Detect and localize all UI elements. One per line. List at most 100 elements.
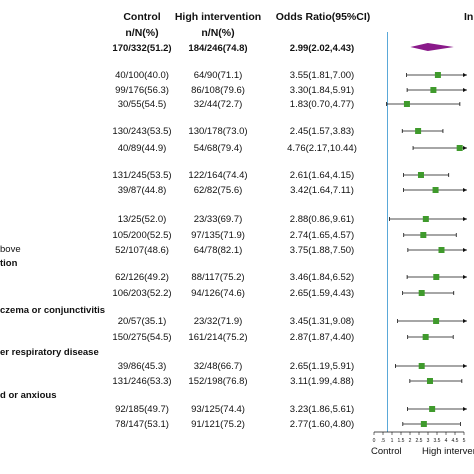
- cell-odds-ratio: 2.74(1.65,4.57): [289, 230, 355, 241]
- cell-odds-ratio: 2.61(1.64,4.15): [289, 170, 355, 181]
- odds-ratio-header: Odds Ratio(95%CI): [275, 11, 371, 23]
- point-estimate: [403, 101, 410, 107]
- axis-label-high-intervention: High intervent: [422, 446, 474, 457]
- x-axis-tick-label: 3: [427, 438, 430, 444]
- point-estimate: [420, 232, 427, 238]
- subgroup-label-respiratory: er respiratory disease: [0, 347, 99, 358]
- cell-control: 131/246(53.3): [112, 376, 172, 387]
- cell-high-intervention: 23/33(69.7): [193, 214, 243, 225]
- cell-high-intervention: 130/178(73.0): [188, 126, 248, 137]
- point-estimate: [418, 290, 425, 296]
- x-axis-tick-label: 4.5: [452, 438, 459, 444]
- cell-control: 78/147(53.1): [115, 419, 169, 430]
- x-axis-tick-label: 1.5: [398, 438, 405, 444]
- overall-control-value: 170/332(51.2): [112, 43, 172, 54]
- cell-odds-ratio: 2.65(1.59,4.43): [289, 288, 355, 299]
- point-estimate: [433, 274, 440, 280]
- high-intervention-header: High intervention: [174, 11, 262, 23]
- ci-arrow-right: [463, 319, 467, 323]
- cell-high-intervention: 88/117(75.2): [191, 272, 245, 283]
- x-axis-tick-label: 0: [373, 438, 376, 444]
- ci-arrow-right: [463, 146, 467, 150]
- cell-high-intervention: 64/78(82.1): [193, 245, 243, 256]
- cell-odds-ratio: 2.88(0.86,9.61): [289, 214, 355, 225]
- point-estimate: [429, 406, 436, 412]
- point-estimate: [418, 363, 425, 369]
- point-estimate: [433, 318, 440, 324]
- cell-control: 62/126(49.2): [115, 272, 169, 283]
- point-estimate: [430, 87, 437, 93]
- cell-control: 99/176(56.3): [115, 85, 169, 96]
- ci-arrow-right: [463, 88, 467, 92]
- cell-control: 106/203(52.2): [112, 288, 172, 299]
- cell-odds-ratio: 3.75(1.88,7.50): [289, 245, 355, 256]
- x-axis-tick-label: .5: [381, 438, 385, 444]
- cell-odds-ratio: 3.55(1.81,7.00): [289, 70, 355, 81]
- cell-control: 39/87(44.8): [117, 185, 167, 196]
- ci-arrow-right: [463, 73, 467, 77]
- subgroup-label-above: bove: [0, 244, 21, 255]
- ci-arrow-right: [463, 188, 467, 192]
- cell-control: 30/55(54.5): [117, 99, 167, 110]
- cell-odds-ratio: 2.77(1.60,4.80): [289, 419, 355, 430]
- ci-arrow-right: [463, 364, 467, 368]
- x-axis-tick-label: 3.5: [434, 438, 441, 444]
- cell-odds-ratio: 3.42(1.64,7.11): [290, 185, 354, 196]
- cell-high-intervention: 93/125(74.4): [191, 404, 245, 415]
- cell-high-intervention: 54/68(79.4): [193, 143, 243, 154]
- cell-odds-ratio: 3.46(1.84,6.52): [289, 272, 355, 283]
- cell-odds-ratio: 2.45(1.57,3.83): [289, 126, 355, 137]
- control-header: Control: [123, 11, 161, 23]
- cell-control: 52/107(48.6): [115, 245, 169, 256]
- cell-odds-ratio: 3.23(1.86,5.61): [289, 404, 355, 415]
- intervention-header-cut: In: [464, 11, 474, 23]
- x-axis-tick-label: 2.5: [416, 438, 423, 444]
- cell-odds-ratio: 2.65(1.19,5.91): [289, 361, 355, 372]
- point-estimate: [432, 187, 439, 193]
- cell-control: 20/57(35.1): [117, 316, 167, 327]
- cell-control: 150/275(54.5): [112, 332, 172, 343]
- cell-high-intervention: 97/135(71.9): [191, 230, 245, 241]
- cell-high-intervention: 32/48(66.7): [193, 361, 243, 372]
- cell-high-intervention: 91/121(75.2): [191, 419, 245, 430]
- cell-odds-ratio: 3.30(1.84,5.91): [289, 85, 355, 96]
- point-estimate: [426, 378, 433, 384]
- x-axis-tick-label: 5: [463, 438, 466, 444]
- x-axis-tick-label: 4: [445, 438, 448, 444]
- ci-arrow-right: [463, 275, 467, 279]
- ci-arrow-right: [463, 248, 467, 252]
- axis-label-control: Control: [371, 446, 402, 457]
- cell-control: 13/25(52.0): [117, 214, 167, 225]
- cell-control: 92/185(49.7): [115, 404, 169, 415]
- cell-high-intervention: 32/44(72.7): [193, 99, 243, 110]
- cell-control: 39/86(45.3): [117, 361, 167, 372]
- point-estimate: [434, 72, 441, 78]
- cell-control: 40/89(44.9): [117, 143, 167, 154]
- cell-high-intervention: 94/126(74.6): [191, 288, 245, 299]
- overall-high-value: 184/246(74.8): [188, 43, 248, 54]
- cell-control: 105/200(52.5): [112, 230, 172, 241]
- ci-arrow-right: [463, 407, 467, 411]
- cell-high-intervention: 161/214(75.2): [188, 332, 248, 343]
- overall-or-value: 2.99(2.02,4.43): [289, 43, 355, 54]
- cell-odds-ratio: 3.45(1.31,9.08): [289, 316, 355, 327]
- cell-odds-ratio: 4.76(2.17,10.44): [287, 143, 357, 154]
- cell-high-intervention: 152/198(76.8): [188, 376, 248, 387]
- cell-high-intervention: 86/108(79.6): [191, 85, 245, 96]
- point-estimate: [456, 145, 463, 151]
- point-estimate: [422, 334, 429, 340]
- x-axis-tick-label: 2: [409, 438, 412, 444]
- point-estimate: [420, 421, 427, 427]
- x-axis-tick-label: 1: [391, 438, 394, 444]
- subgroup-label-eczema: czema or conjunctivitis: [0, 305, 106, 316]
- point-estimate: [415, 128, 422, 134]
- cell-control: 40/100(40.0): [115, 70, 169, 81]
- point-estimate: [417, 172, 424, 178]
- point-estimate: [438, 247, 445, 253]
- cell-high-intervention: 23/32(71.9): [193, 316, 243, 327]
- cell-odds-ratio: 3.11(1.99,4.88): [290, 376, 354, 387]
- cell-odds-ratio: 2.87(1.87,4.40): [289, 332, 355, 343]
- ci-arrow-right: [463, 217, 467, 221]
